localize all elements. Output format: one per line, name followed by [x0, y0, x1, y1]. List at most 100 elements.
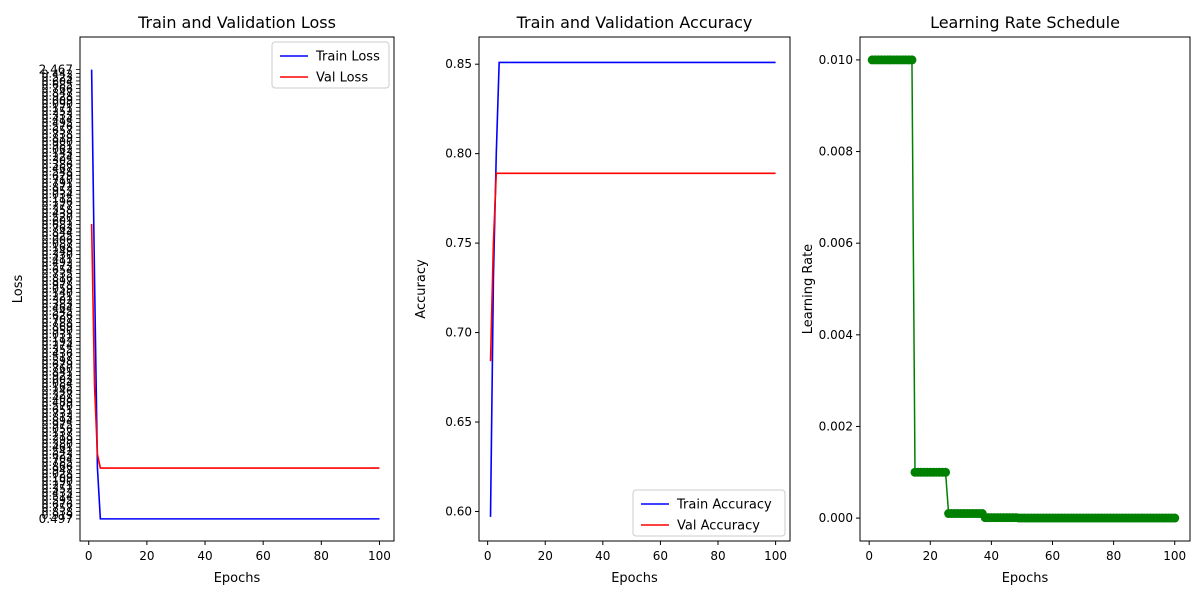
y-tick-label-overlap: 0.978 — [42, 279, 74, 292]
y-tick-label-overlap: 0.090 — [42, 98, 74, 111]
y-tick-label: 0.70 — [445, 326, 472, 340]
y-tick-label-overlap: 0.137 — [42, 426, 74, 439]
y-tick-label-overlap: 0.760 — [42, 362, 74, 375]
x-tick-label: 20 — [139, 549, 154, 563]
x-axis-label: Epochs — [611, 571, 658, 586]
y-tick-label-overlap: 0.246 — [42, 385, 74, 398]
axes-frame — [478, 36, 791, 542]
y-tick-label-overlap: 0.383 — [42, 298, 74, 311]
y-tick-label-overlap: 0.651 — [42, 403, 74, 416]
y-tick-label-overlap: 0.028 — [42, 468, 74, 481]
y-tick-label-overlap: 0.165 — [42, 381, 74, 394]
y-tick-label-overlap: 0.629 — [42, 169, 74, 182]
y-tick-label-overlap: 0.928 — [42, 90, 74, 103]
y-tick-label-overlap: 0.218 — [42, 430, 74, 443]
y-tick-label-overlap: 0.062 — [42, 143, 74, 156]
x-axis-label: Epochs — [1002, 571, 1049, 586]
y-tick-label: 0.75 — [445, 236, 472, 250]
y-tick-label-overlap: 0.925 — [42, 230, 74, 243]
y-tick-label-overlap: 0.576 — [42, 120, 74, 133]
y-tick-label-overlap: 0.763 — [42, 222, 74, 235]
y-tick-label-overlap: 0.140 — [42, 286, 74, 299]
y-tick-label-overlap: 0.947 — [42, 464, 74, 477]
y-tick-label-overlap: 0.919 — [42, 509, 74, 522]
y-tick-label-overlap: 0.003 — [42, 373, 74, 386]
y-tick-label-overlap: 0.735 — [42, 267, 74, 280]
y-tick-label-overlap: 0.813 — [42, 411, 74, 424]
y-tick-label-overlap: 0.059 — [42, 283, 74, 296]
y-tick-label-overlap: 0.115 — [42, 192, 74, 205]
y-axis-label: Accuracy — [414, 259, 429, 319]
y-tick-label-overlap: 0.872 — [42, 181, 74, 194]
y-tick-label-overlap: 0.707 — [42, 313, 74, 326]
y-tick-label-overlap: 0.679 — [42, 358, 74, 371]
y-tick-label: 0.60 — [445, 504, 472, 518]
x-tick-label: 100 — [1163, 549, 1186, 563]
y-tick-label-overlap: 0.414 — [42, 113, 74, 126]
axes-frame — [79, 36, 395, 542]
chart-title: Train and Validation Loss — [137, 13, 336, 32]
legend: Train Accuracy Val Accuracy — [632, 489, 786, 537]
y-tick-label-overlap: 0.981 — [42, 139, 74, 152]
y-tick-label-overlap: 0.791 — [42, 177, 74, 190]
y-tick-label-overlap: 0.327 — [42, 388, 74, 401]
x-tick-label: 40 — [595, 549, 610, 563]
y-tick-label-overlap: 0.433 — [42, 486, 74, 499]
y-tick-label-overlap: 0.523 — [42, 71, 74, 84]
y-tick-label-overlap: 0.489 — [42, 396, 74, 409]
y-tick-label-overlap: 0.380 — [42, 437, 74, 450]
y-tick-label: 0.80 — [445, 147, 472, 161]
x-tick-label: 60 — [1045, 549, 1060, 563]
y-tick-label-overlap: 0.087 — [42, 237, 74, 250]
data-point — [941, 467, 951, 477]
y-tick-label: 0.006 — [819, 236, 853, 250]
y-tick-label-overlap: 0.676 — [42, 498, 74, 511]
y-tick-label-overlap: 0.302 — [42, 294, 74, 307]
y-tick-label-overlap: 0.847 — [42, 86, 74, 99]
y-tick-label-overlap: 0.031 — [42, 328, 74, 341]
y-tick-label-overlap: 0.685 — [42, 79, 74, 92]
y-tick-label: 0.008 — [819, 145, 853, 159]
y-tick-label-overlap: 0.788 — [42, 317, 74, 330]
y-tick-label-overlap: 0.838 — [42, 505, 74, 518]
chart-title: Learning Rate Schedule — [930, 13, 1120, 32]
data-point — [907, 55, 917, 65]
y-tick-label-overlap: 0.816 — [42, 271, 74, 284]
y-tick-label-overlap: 0.495 — [42, 116, 74, 129]
y-tick-label-overlap: 0.109 — [42, 471, 74, 484]
y-tick-label-overlap: 0.598 — [42, 354, 74, 367]
y-tick-label-overlap: 0.922 — [42, 369, 74, 382]
x-tick-label: 40 — [197, 549, 212, 563]
y-tick-label-overlap: 0.657 — [42, 124, 74, 137]
y-tick-label-overlap: 0.757 — [42, 502, 74, 515]
y-tick-label-overlap: 0.271 — [42, 479, 74, 492]
series-group — [867, 55, 1180, 523]
y-tick-label-overlap: 0.436 — [42, 347, 74, 360]
x-tick-label: 80 — [1106, 549, 1121, 563]
y-tick-label-overlap: 0.190 — [42, 475, 74, 488]
y-tick-label-overlap: 0.171 — [42, 101, 74, 114]
y-tick-label-overlap: 0.274 — [42, 339, 74, 352]
x-tick-label: 20 — [538, 549, 553, 563]
y-tick-label-overlap: 0.439 — [42, 207, 74, 220]
y-tick-label-overlap: 0.464 — [42, 301, 74, 314]
y-tick-label-overlap: 0.570 — [42, 400, 74, 413]
y-tick-label-overlap: 0.732 — [42, 407, 74, 420]
y-tick-label-overlap: 0.224 — [42, 150, 74, 163]
y-tick-label-overlap: 0.819 — [42, 132, 74, 145]
y-tick-label-overlap: 0.841 — [42, 366, 74, 379]
y-tick-label-overlap: 0.252 — [42, 105, 74, 118]
y-tick-label-overlap: 0.467 — [42, 162, 74, 175]
chart-panel-3: Learning Rate Schedule Epochs Learning Rat… — [801, 13, 1191, 586]
x-tick-label: 60 — [653, 549, 668, 563]
y-tick-label-overlap: 0.299 — [42, 434, 74, 447]
y-tick-label-overlap: 0.785 — [42, 456, 74, 469]
y-tick-label-stack: 0.9190.8380.7570.6760.5950.5140.4330.352… — [42, 67, 74, 522]
legend-box — [632, 489, 786, 537]
y-tick-label: 2.467 — [39, 63, 73, 77]
legend-label: Val Loss — [316, 71, 368, 86]
y-tick-label-overlap: 0.604 — [42, 75, 74, 88]
y-tick-label-overlap: 0.277 — [42, 200, 74, 213]
x-axis-label: Epochs — [214, 571, 261, 586]
